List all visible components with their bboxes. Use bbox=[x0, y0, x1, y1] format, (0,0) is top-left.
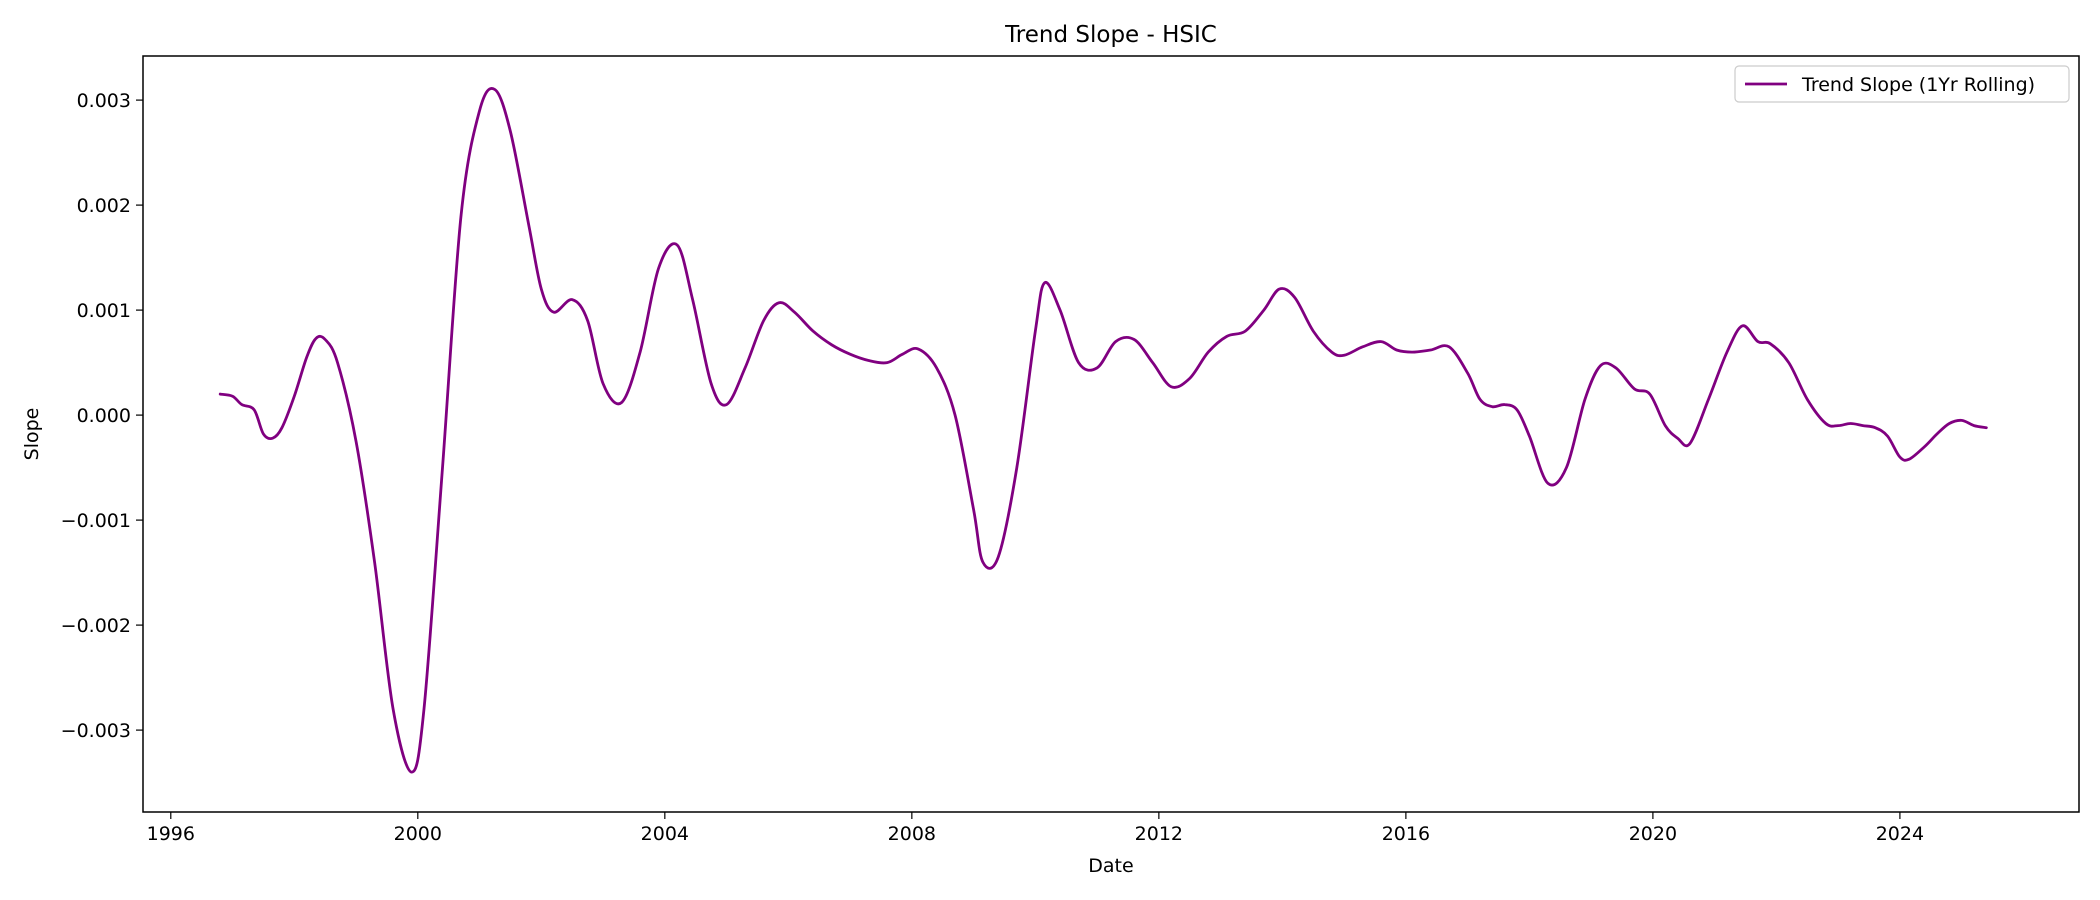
legend-box bbox=[1734, 65, 2070, 103]
y-tick-label: 0.003 bbox=[77, 90, 131, 112]
series-line bbox=[218, 87, 1988, 774]
y-tick-label: −0.001 bbox=[61, 510, 131, 532]
x-tick-label: 2000 bbox=[394, 823, 442, 845]
y-axis: −0.003 −0.002 −0.001 0.000 0.001 0.002 0.003 bbox=[61, 90, 143, 742]
x-tick-label: 1996 bbox=[147, 823, 195, 845]
x-tick-label: 2016 bbox=[1382, 823, 1430, 845]
x-tick-label: 2004 bbox=[641, 823, 689, 845]
series-layer bbox=[218, 87, 1988, 774]
y-tick-label: −0.002 bbox=[61, 615, 131, 637]
legend: Trend Slope (1Yr Rolling) bbox=[1734, 65, 2070, 103]
plot-frame bbox=[142, 55, 2080, 813]
y-tick-label: 0.002 bbox=[77, 195, 131, 217]
y-tick-label: −0.003 bbox=[61, 720, 131, 742]
x-tick-label: 2024 bbox=[1876, 823, 1924, 845]
x-tick-label: 2020 bbox=[1629, 823, 1677, 845]
chart-title: Trend Slope - HSIC bbox=[1004, 22, 1217, 48]
y-axis-label: Slope bbox=[21, 408, 43, 461]
y-tick-label: 0.001 bbox=[77, 300, 131, 322]
legend-entry: Trend Slope (1Yr Rolling) bbox=[1801, 74, 2035, 96]
y-tick-label: 0.000 bbox=[77, 405, 131, 427]
x-tick-label: 2012 bbox=[1135, 823, 1183, 845]
x-tick-label: 2008 bbox=[888, 823, 936, 845]
x-axis: 1996 2000 2004 2008 2012 2016 2020 2024 bbox=[147, 812, 1924, 845]
x-axis-label: Date bbox=[1088, 855, 1133, 877]
